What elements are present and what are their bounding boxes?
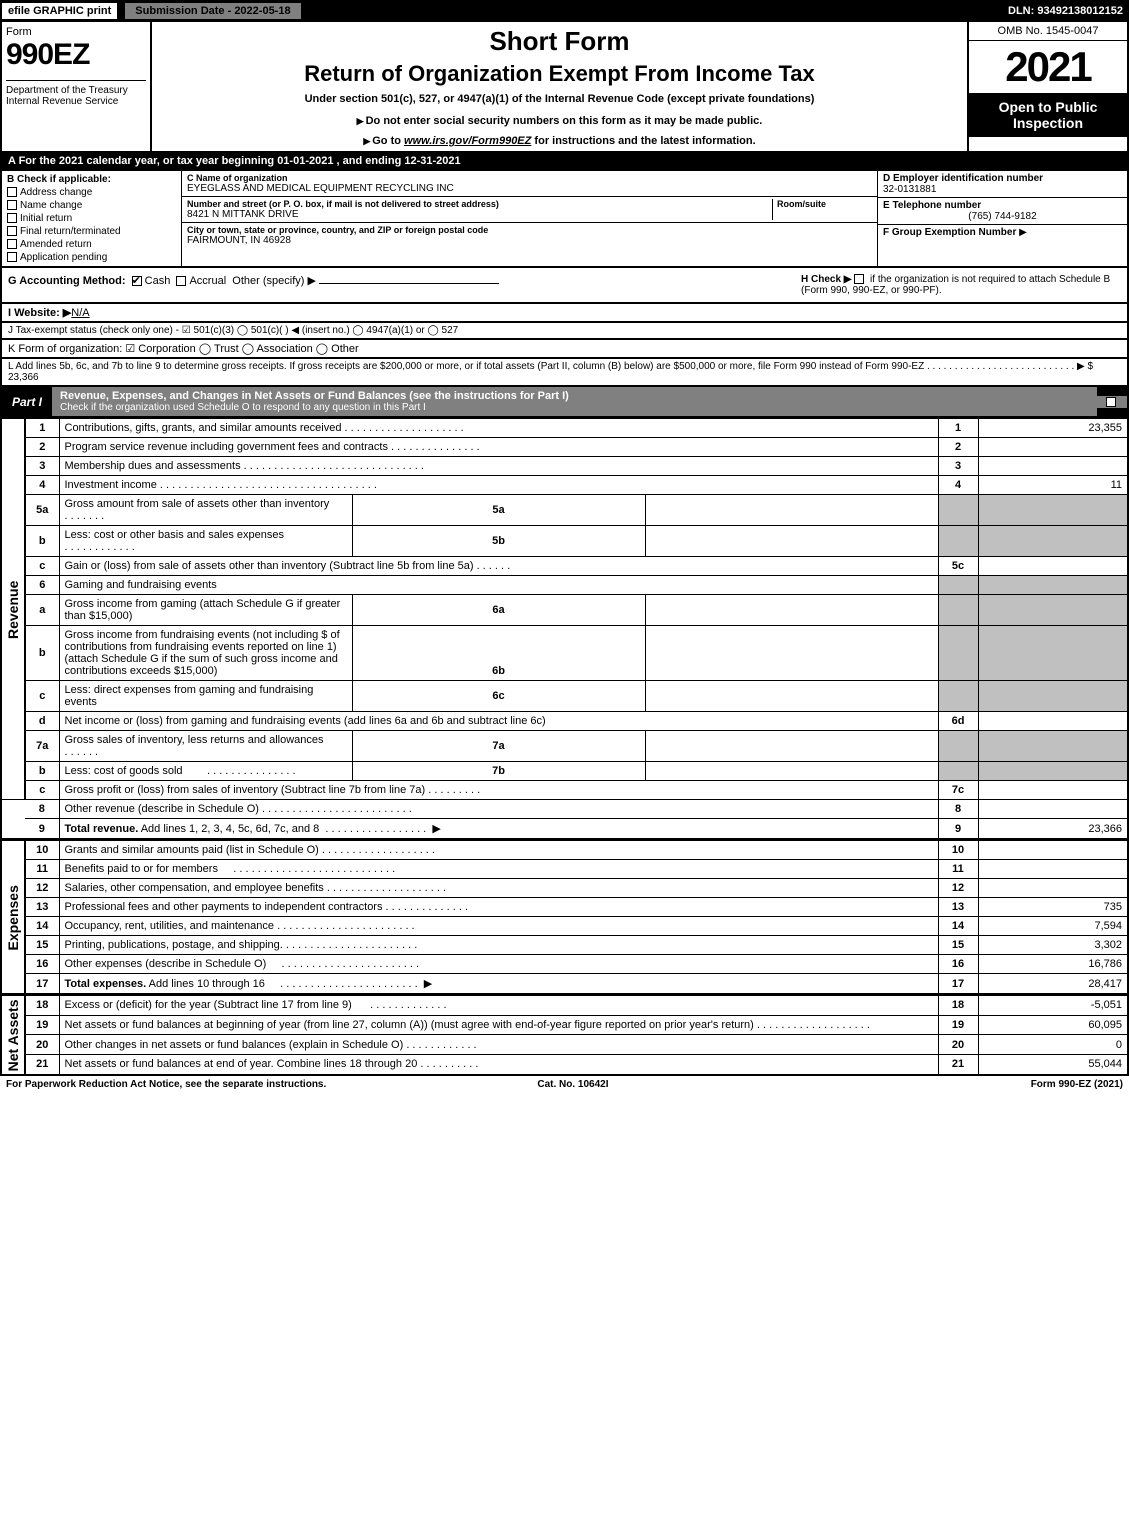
- header-left: Form 990EZ Department of the TreasuryInt…: [2, 22, 152, 151]
- revenue-table: Revenue 1Contributions, gifts, grants, a…: [0, 418, 1129, 840]
- short-form-title: Short Form: [160, 26, 959, 57]
- footer-cat: Cat. No. 10642I: [537, 1079, 608, 1090]
- header-mid: Short Form Return of Organization Exempt…: [152, 22, 967, 151]
- part1-title: Revenue, Expenses, and Changes in Net As…: [52, 387, 1097, 416]
- tax-year: 2021: [969, 41, 1127, 93]
- row-gh: G Accounting Method: Cash Accrual Other …: [0, 268, 1129, 304]
- cb-address[interactable]: Address change: [7, 187, 176, 198]
- cb-pending[interactable]: Application pending: [7, 252, 176, 263]
- section-bcd: B Check if applicable: Address change Na…: [0, 171, 1129, 268]
- cb-initial[interactable]: Initial return: [7, 213, 176, 224]
- g-accounting: G Accounting Method: Cash Accrual Other …: [8, 274, 801, 296]
- dln: DLN: 93492138012152: [1008, 5, 1129, 17]
- cb-cash[interactable]: [132, 276, 142, 286]
- form-word: Form: [6, 26, 146, 38]
- under-section: Under section 501(c), 527, or 4947(a)(1)…: [160, 93, 959, 105]
- expenses-table: Expenses 10Grants and similar amounts pa…: [0, 840, 1129, 995]
- row-a: A For the 2021 calendar year, or tax yea…: [0, 153, 1129, 171]
- submission-date: Submission Date - 2022-05-18: [123, 1, 302, 21]
- website: N/A: [71, 307, 89, 319]
- row-l: L Add lines 5b, 6c, and 7b to line 9 to …: [0, 359, 1129, 387]
- netassets-vlabel: Net Assets: [1, 996, 25, 1075]
- cb-h[interactable]: [854, 274, 864, 284]
- dept: Department of the TreasuryInternal Reven…: [6, 80, 146, 107]
- footer-left: For Paperwork Reduction Act Notice, see …: [6, 1079, 326, 1090]
- efile-print[interactable]: efile GRAPHIC print: [0, 1, 119, 21]
- footer: For Paperwork Reduction Act Notice, see …: [0, 1076, 1129, 1093]
- row-k: K Form of organization: ☑ Corporation ◯ …: [0, 340, 1129, 359]
- expenses-vlabel: Expenses: [1, 841, 25, 995]
- c-city: City or town, state or province, country…: [182, 223, 877, 248]
- revenue-vlabel: Revenue: [1, 419, 25, 800]
- do-not-enter: Do not enter social security numbers on …: [160, 115, 959, 127]
- netassets-table: Net Assets 18Excess or (deficit) for the…: [0, 995, 1129, 1076]
- f-group: F Group Exemption Number ▶: [878, 225, 1127, 240]
- header-right: OMB No. 1545-0047 2021 Open to Public In…: [967, 22, 1127, 151]
- h-check: H Check ▶ if the organization is not req…: [801, 274, 1121, 296]
- footer-right: Form 990-EZ (2021): [1031, 1079, 1123, 1090]
- goto-link: Go to www.irs.gov/Form990EZ for instruct…: [160, 135, 959, 147]
- top-bar: efile GRAPHIC print Submission Date - 20…: [0, 0, 1129, 22]
- return-title: Return of Organization Exempt From Incom…: [160, 61, 959, 87]
- part1-checkbox[interactable]: [1097, 396, 1127, 408]
- omb-number: OMB No. 1545-0047: [969, 22, 1127, 41]
- cb-final[interactable]: Final return/terminated: [7, 226, 176, 237]
- row-j: J Tax-exempt status (check only one) - ☑…: [0, 323, 1129, 340]
- part1-label: Part I: [2, 392, 52, 412]
- form-header: Form 990EZ Department of the TreasuryInt…: [0, 22, 1129, 153]
- form-number: 990EZ: [6, 38, 146, 72]
- col-b: B Check if applicable: Address change Na…: [2, 171, 182, 266]
- open-inspection: Open to Public Inspection: [969, 93, 1127, 137]
- d-ein: D Employer identification number 32-0131…: [878, 171, 1127, 198]
- cb-amended[interactable]: Amended return: [7, 239, 176, 250]
- e-phone: E Telephone number (765) 744-9182: [878, 198, 1127, 225]
- row-i: I Website: ▶N/A: [0, 304, 1129, 323]
- cb-accrual[interactable]: [176, 276, 186, 286]
- col-c: C Name of organization EYEGLASS AND MEDI…: [182, 171, 877, 266]
- irs-link[interactable]: www.irs.gov/Form990EZ: [404, 135, 531, 147]
- c-name: C Name of organization EYEGLASS AND MEDI…: [182, 171, 877, 197]
- col-de: D Employer identification number 32-0131…: [877, 171, 1127, 266]
- part1-header: Part I Revenue, Expenses, and Changes in…: [0, 387, 1129, 418]
- b-head: B Check if applicable:: [7, 174, 176, 185]
- c-street: Number and street (or P. O. box, if mail…: [182, 197, 877, 223]
- cb-name[interactable]: Name change: [7, 200, 176, 211]
